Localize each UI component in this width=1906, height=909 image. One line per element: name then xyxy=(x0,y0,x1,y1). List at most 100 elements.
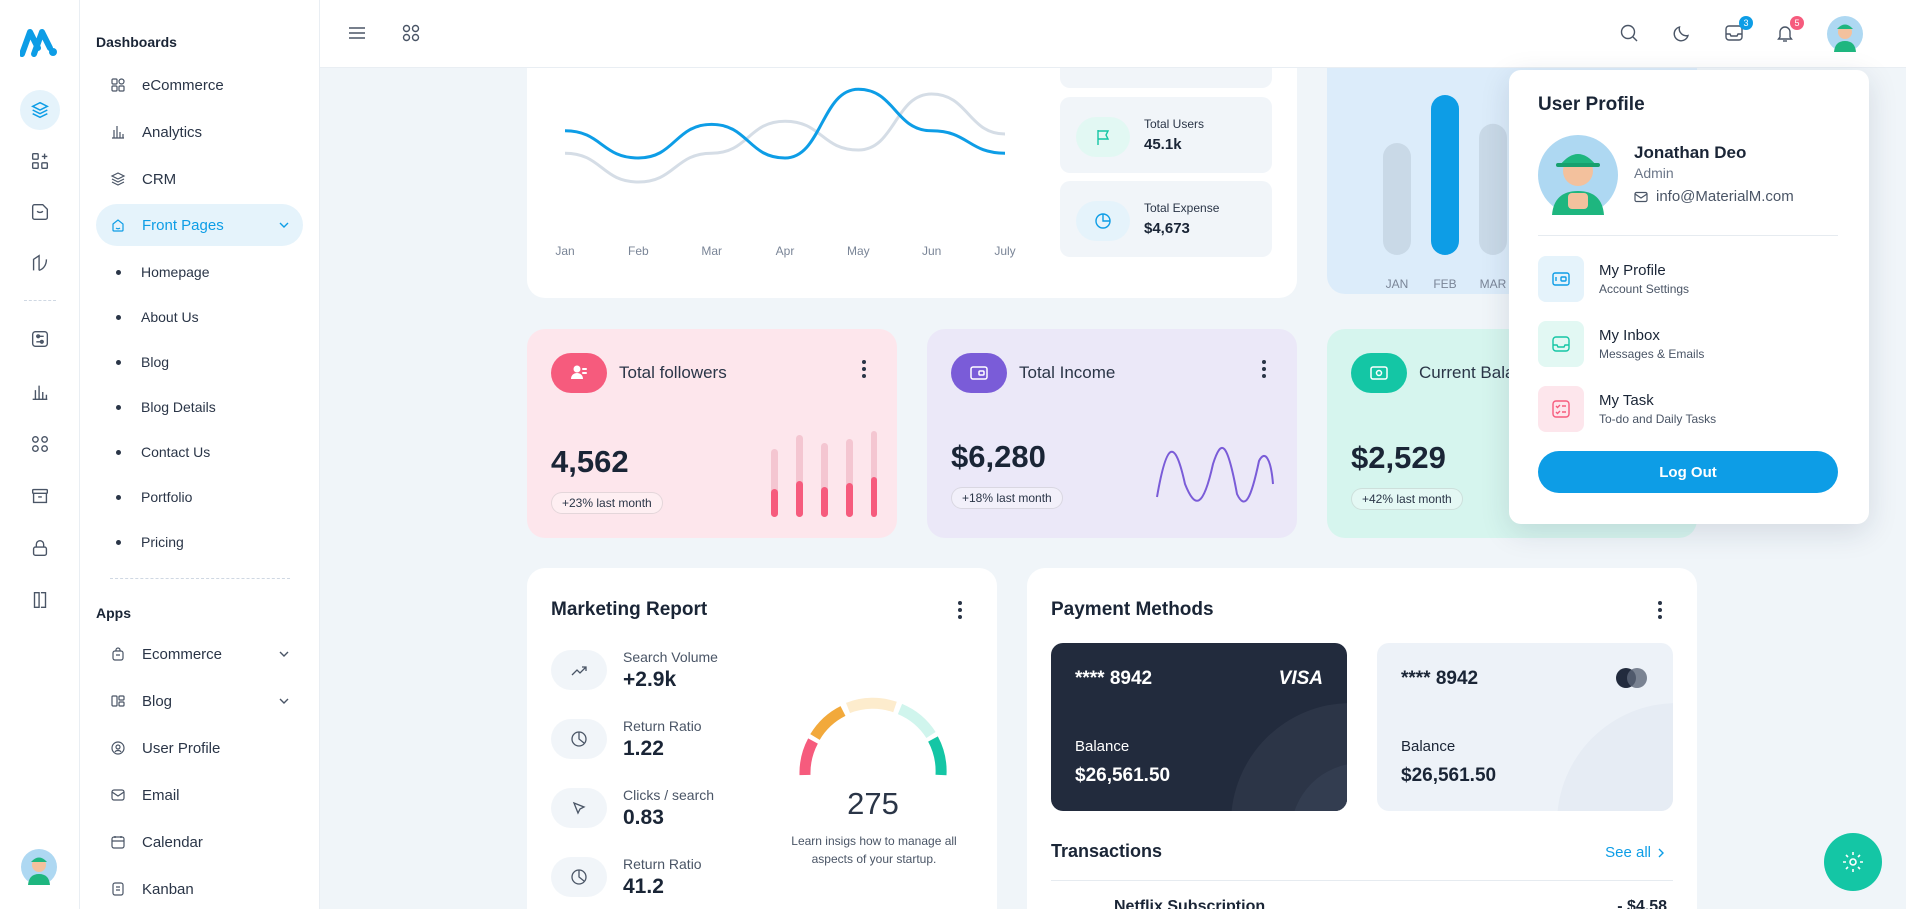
line-chart: Jan Feb Mar Apr May Jun July xyxy=(555,87,1016,258)
card-number: **** 8942 xyxy=(1075,668,1153,689)
bell-icon[interactable]: 5 xyxy=(1772,16,1804,46)
more-vertical-icon[interactable] xyxy=(957,600,963,620)
sidebar-item-blog-app[interactable]: Blog xyxy=(96,680,303,722)
sidebar-item-label: Ecommerce xyxy=(142,645,223,663)
more-vertical-icon[interactable] xyxy=(1657,600,1663,620)
x-tick-label: May xyxy=(847,244,870,258)
flag-icon xyxy=(1076,117,1130,157)
menu-label: My Task xyxy=(1599,392,1654,409)
mail-icon xyxy=(1634,191,1648,202)
sidebar-item-user-profile[interactable]: User Profile xyxy=(96,727,303,769)
x-tick-label: July xyxy=(994,244,1015,258)
sidebar-item-calendar[interactable]: Calendar xyxy=(96,821,303,863)
sidebar-subitem-blog[interactable]: Blog xyxy=(116,347,169,377)
materialm-logo[interactable] xyxy=(20,26,58,58)
sidebar-subitem-about-us[interactable]: About Us xyxy=(116,302,199,332)
rail-user-avatar[interactable] xyxy=(21,849,57,885)
marketing-row-value: 1.22 xyxy=(623,737,664,760)
layers-icon[interactable] xyxy=(20,90,60,130)
sticker-icon[interactable] xyxy=(20,192,60,232)
bar-tick-label: MAR xyxy=(1480,277,1507,291)
sidebar-subitem-label: Homepage xyxy=(141,264,210,280)
sidebar-item-ecommerce-app[interactable]: Ecommerce xyxy=(96,633,303,675)
stat-value: $6,280 xyxy=(951,439,1046,474)
menu-icon[interactable] xyxy=(344,20,370,46)
sidebar-item-label: Analytics xyxy=(142,123,203,141)
basket-icon xyxy=(112,647,124,661)
sidebar-subitem-homepage[interactable]: Homepage xyxy=(116,257,210,287)
sidebar-item-kanban[interactable]: Kanban xyxy=(96,868,303,909)
stat-title: Total Income xyxy=(1019,363,1116,382)
apps-grid-icon[interactable] xyxy=(398,20,424,46)
moon-icon[interactable] xyxy=(1669,20,1695,46)
settings-fab[interactable] xyxy=(1824,833,1882,891)
logout-button[interactable]: Log Out xyxy=(1538,451,1838,493)
dashboards-heading: Dashboards xyxy=(96,34,177,50)
menu-my-profile[interactable]: My Profile Account Settings xyxy=(1538,256,1838,302)
archive-icon[interactable] xyxy=(20,476,60,516)
widgets-icon[interactable] xyxy=(20,424,60,464)
lock-icon[interactable] xyxy=(20,528,60,568)
balance-label: Balance xyxy=(1401,738,1456,755)
wallet-icon xyxy=(951,353,1007,393)
sidebar-item-crm[interactable]: CRM xyxy=(96,158,303,200)
apps-add-icon[interactable] xyxy=(20,141,60,181)
inbox-icon[interactable]: 3 xyxy=(1721,16,1753,46)
sidebar-subitem-portfolio[interactable]: Portfolio xyxy=(116,482,192,512)
marketing-row-label: Clicks / search xyxy=(623,787,715,803)
transaction-name: Netflix Subscription xyxy=(1114,898,1266,909)
stat-change: +18% last month xyxy=(951,487,1063,509)
chart-icon xyxy=(112,126,124,139)
chevron-down-icon xyxy=(279,698,289,704)
pages-icon[interactable] xyxy=(20,243,60,283)
settings-sliders-icon[interactable] xyxy=(20,319,60,359)
sidebar-item-analytics[interactable]: Analytics xyxy=(96,111,303,153)
card-number: **** 8942 xyxy=(1401,668,1479,689)
menu-my-task[interactable]: My Task To-do and Daily Tasks xyxy=(1538,386,1838,432)
profile-email-text: info@MaterialM.com xyxy=(1656,188,1794,205)
mastercard-card[interactable]: **** 8942 Balance $26,561.50 xyxy=(1377,643,1673,811)
mini-stat-value: $4,673 xyxy=(1144,220,1190,237)
sidebar-subitem-contact-us[interactable]: Contact Us xyxy=(116,437,210,467)
transactions-title: Transactions xyxy=(1051,841,1163,861)
stat-value: $2,529 xyxy=(1351,440,1446,475)
transactions-divider xyxy=(1051,880,1673,881)
bullet-icon xyxy=(116,314,121,320)
stat-change: +23% last month xyxy=(551,492,663,514)
income-sparkline xyxy=(1156,446,1274,503)
see-all-link[interactable]: See all xyxy=(1605,844,1667,861)
user-profile-dropdown: User Profile Jonathan Deo Admin info@Mat… xyxy=(1509,70,1869,524)
book-icon[interactable] xyxy=(20,580,60,620)
visa-card[interactable]: **** 8942 VISA Balance $26,561.50 xyxy=(1051,643,1347,811)
sidebar-subitem-pricing[interactable]: Pricing xyxy=(116,527,184,557)
sidebar-subitem-label: Contact Us xyxy=(141,444,211,460)
sidebar-item-label: eCommerce xyxy=(142,76,224,94)
user-avatar[interactable] xyxy=(1827,16,1863,52)
inbox-badge: 3 xyxy=(1739,16,1753,30)
more-vertical-icon[interactable] xyxy=(1261,359,1267,379)
bar-chart: JAN FEB MAR xyxy=(1383,95,1507,291)
total-users-stat: Total Users 45.1k xyxy=(1060,97,1272,173)
chart-icon[interactable] xyxy=(20,372,60,412)
more-vertical-icon[interactable] xyxy=(861,359,867,379)
bar-jan xyxy=(1383,143,1411,255)
sidebar-item-front-pages[interactable]: Front Pages xyxy=(96,204,303,246)
mail-icon xyxy=(111,789,125,801)
pie-chart-icon xyxy=(551,857,607,897)
cash-icon xyxy=(1351,353,1407,393)
gauge-caption: Learn insigs how to manage all aspects o… xyxy=(791,834,957,866)
sidebar-subitem-blog-details[interactable]: Blog Details xyxy=(116,392,216,422)
chevron-right-icon xyxy=(1658,848,1664,857)
sidebar-item-ecommerce[interactable]: eCommerce xyxy=(96,64,303,106)
total-income-card: Total Income $6,280 +18% last month xyxy=(927,329,1297,538)
sidebar-item-email[interactable]: Email xyxy=(96,774,303,816)
stat-title: Total followers xyxy=(619,363,727,382)
marketing-title: Marketing Report xyxy=(551,599,708,620)
gauge-value: 275 xyxy=(847,786,899,821)
menu-sub: Messages & Emails xyxy=(1599,347,1705,361)
see-all-label: See all xyxy=(1605,844,1651,861)
profile-email: info@MaterialM.com xyxy=(1634,188,1794,205)
cursor-click-icon xyxy=(551,788,607,828)
search-icon[interactable] xyxy=(1616,20,1642,46)
menu-my-inbox[interactable]: My Inbox Messages & Emails xyxy=(1538,321,1838,367)
